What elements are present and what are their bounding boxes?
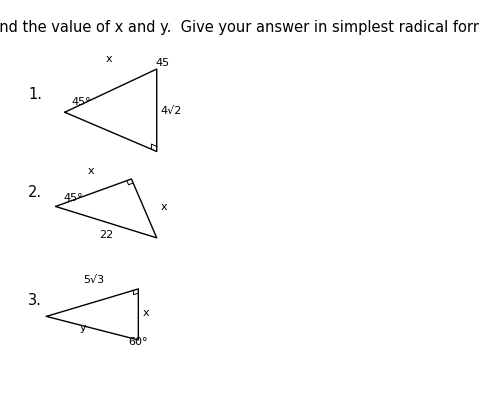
Text: y: y bbox=[80, 323, 87, 333]
Text: 5√3: 5√3 bbox=[83, 274, 104, 285]
Text: 1.: 1. bbox=[28, 87, 42, 102]
Text: x: x bbox=[106, 54, 113, 64]
Text: 22: 22 bbox=[99, 230, 113, 240]
Text: 3.: 3. bbox=[28, 293, 42, 308]
Text: Find the value of x and y.  Give your answer in simplest radical form.: Find the value of x and y. Give your ans… bbox=[0, 20, 479, 35]
Text: 2.: 2. bbox=[28, 185, 42, 200]
Text: 45: 45 bbox=[156, 58, 170, 68]
Text: x: x bbox=[143, 308, 149, 318]
Text: x: x bbox=[88, 166, 95, 176]
Text: 45°: 45° bbox=[64, 193, 83, 203]
Text: 45°: 45° bbox=[72, 97, 91, 107]
Text: 60°: 60° bbox=[128, 337, 148, 347]
Text: x: x bbox=[160, 202, 167, 212]
Text: 4√2: 4√2 bbox=[160, 106, 182, 116]
